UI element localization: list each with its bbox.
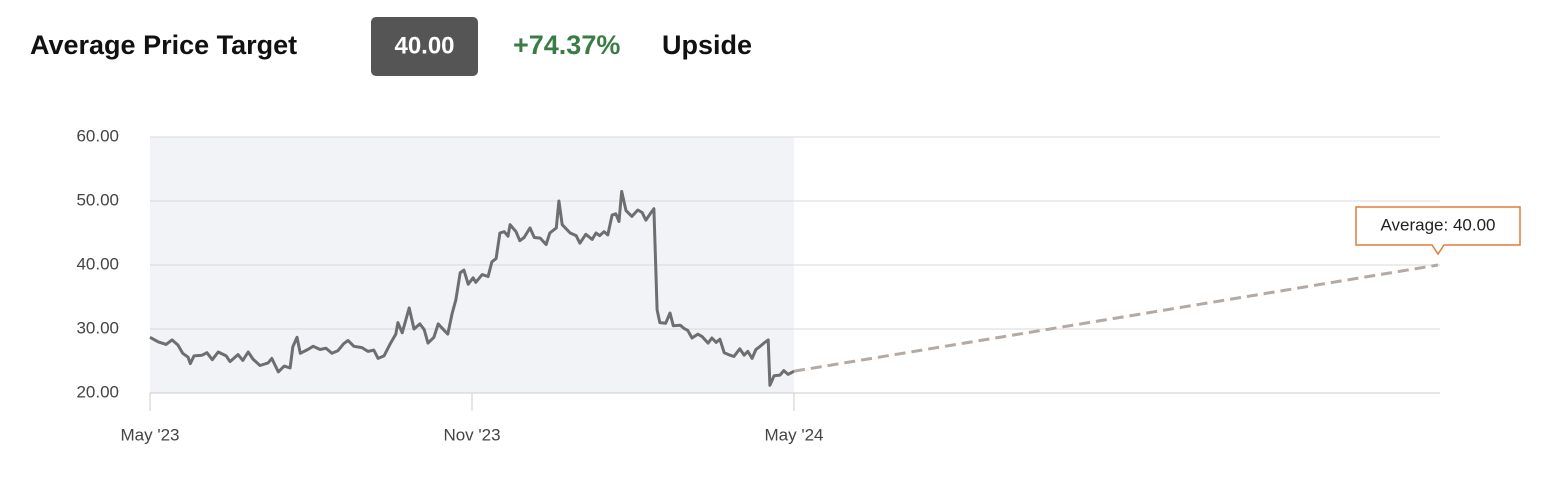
badge-bg [371, 17, 478, 76]
y-tick-label: 40.00 [76, 254, 119, 273]
title: Average Price Target [30, 30, 297, 60]
price-line [149, 189, 795, 387]
x-tick-label: May '23 [121, 425, 180, 444]
annotation: Average: 40.00 [1381, 215, 1496, 234]
x-tick-label: May '24 [765, 425, 824, 444]
y-tick-label: 20.00 [76, 382, 119, 401]
y-tick-label: 60.00 [76, 126, 119, 145]
y-tick-label: 50.00 [76, 190, 119, 209]
y-tick-label: 30.00 [76, 318, 119, 337]
x-tick-label: Nov '23 [443, 425, 500, 444]
annotation-box [1355, 206, 1521, 256]
badge: 40.00 [394, 32, 454, 59]
change-suffix: Upside [662, 30, 752, 60]
target-line [793, 263, 1439, 373]
change: +74.37% [513, 30, 620, 60]
